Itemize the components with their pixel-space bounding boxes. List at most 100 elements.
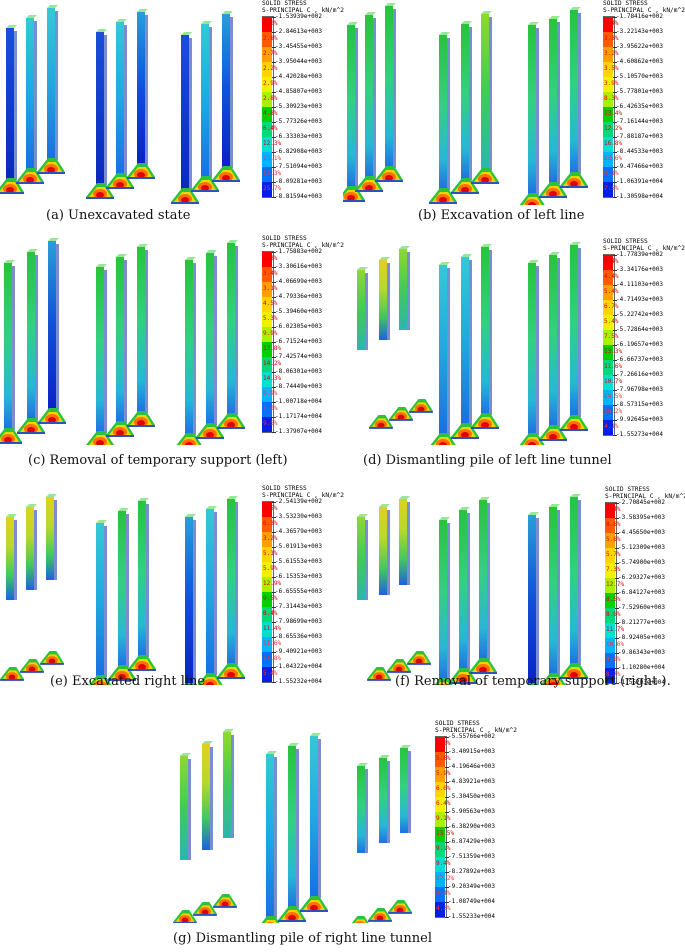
legend-tick bbox=[272, 282, 276, 283]
legend-tick bbox=[615, 578, 619, 579]
legend-percent: 12.3% bbox=[263, 140, 282, 147]
stress-contour-scene bbox=[0, 238, 245, 445]
legend-value: -6.65555e+003 bbox=[275, 588, 322, 595]
legend-value: -1.00718e+004 bbox=[275, 398, 322, 405]
legend-color-band bbox=[262, 137, 272, 152]
legend-tick bbox=[272, 17, 276, 18]
pile-footing bbox=[471, 413, 499, 429]
legend-tick bbox=[445, 917, 449, 918]
legend-color-band bbox=[435, 782, 445, 797]
pile-column bbox=[201, 21, 212, 178]
legend-tick bbox=[613, 360, 617, 361]
pile-footing bbox=[261, 916, 280, 923]
legend-tick bbox=[615, 668, 619, 669]
legend-tick bbox=[613, 47, 617, 48]
legend-percent: 4.3% bbox=[436, 905, 451, 912]
legend-color-band bbox=[605, 608, 615, 623]
legend-tick bbox=[613, 315, 617, 316]
legend-value: -4.85807e+003 bbox=[275, 88, 322, 95]
legend-percent: 9.1% bbox=[436, 815, 451, 822]
legend-percent: 5.3% bbox=[263, 255, 278, 262]
legend-tick bbox=[445, 752, 449, 753]
panel-g: SOLID STRESS S-PRINCIPAL C , kN/m^2 7.2% 5.… bbox=[170, 718, 685, 952]
legend-color-band bbox=[435, 827, 445, 842]
pile-column bbox=[6, 25, 17, 180]
pile-footing bbox=[17, 418, 45, 434]
caption: (g) Dismantling pile of right line tunne… bbox=[173, 931, 433, 946]
caption: (f) Removal of temporary support (right … bbox=[395, 674, 671, 689]
legend-color-band bbox=[603, 255, 613, 270]
legend-percent: 3.4% bbox=[263, 270, 278, 277]
legend-percent: 6.0% bbox=[436, 785, 451, 792]
pile-footing bbox=[196, 423, 224, 439]
stress-contour-scene bbox=[173, 729, 412, 923]
legend-tick bbox=[613, 17, 617, 18]
legend-tick bbox=[272, 502, 276, 503]
legend-color-band bbox=[435, 737, 445, 752]
legend-color-band bbox=[435, 902, 445, 917]
legend-color-band bbox=[605, 548, 615, 563]
legend-value: -6.33303e+003 bbox=[275, 133, 322, 140]
pile-column bbox=[549, 16, 560, 184]
legend-percent: 10.2% bbox=[604, 408, 623, 415]
legend-tick bbox=[613, 255, 617, 256]
legend-value: -1.75883e+002 bbox=[275, 248, 322, 255]
pile-column bbox=[459, 507, 470, 670]
pile-column bbox=[379, 257, 390, 340]
legend-percent: 5.9% bbox=[436, 770, 451, 777]
legend-percent: 9.4% bbox=[436, 890, 451, 897]
caption: (a) Unexcavated state bbox=[46, 208, 191, 223]
legend-value: -6.87429e+003 bbox=[448, 838, 495, 845]
legend-tick bbox=[445, 887, 449, 888]
legend-subtitle: S-PRINCIPAL C , kN/m^2 bbox=[262, 242, 344, 249]
stress-contour-scene bbox=[357, 242, 588, 445]
legend-percent: 9.1% bbox=[436, 845, 451, 852]
pile-footing bbox=[351, 916, 369, 923]
legend-percent: 6.4% bbox=[436, 800, 451, 807]
legend-percent: 2.2% bbox=[263, 65, 278, 72]
legend-tick bbox=[445, 842, 449, 843]
legend-percent: 5.4% bbox=[604, 20, 619, 27]
pile-column bbox=[288, 743, 299, 908]
legend-tick bbox=[272, 167, 276, 168]
legend-tick bbox=[272, 297, 276, 298]
legend-tick bbox=[272, 312, 276, 313]
legend-tick bbox=[613, 375, 617, 376]
legend-value: -5.01913e+003 bbox=[275, 543, 322, 550]
legend-percent: 14.5% bbox=[604, 393, 623, 400]
legend-value: -1.06391e+004 bbox=[616, 178, 663, 185]
legend-percent: 5.5% bbox=[263, 505, 278, 512]
legend-value: -5.30923e+003 bbox=[275, 103, 322, 110]
legend-value: -4.36579e+003 bbox=[275, 528, 322, 535]
legend-value: -9.20349e+003 bbox=[448, 883, 495, 890]
legend-color-band bbox=[603, 77, 613, 92]
legend-color-band bbox=[262, 47, 272, 62]
pile-column bbox=[379, 755, 390, 843]
legend-tick bbox=[272, 32, 276, 33]
pile-column bbox=[181, 32, 192, 190]
legend-value: -1.10280e+004 bbox=[618, 664, 665, 671]
legend-value: -5.61553e+003 bbox=[275, 558, 322, 565]
pile-column bbox=[47, 5, 58, 160]
legend-value: -3.95622e+003 bbox=[616, 43, 663, 50]
legend-percent: 8.8% bbox=[606, 521, 621, 528]
legend-color-band bbox=[262, 297, 272, 312]
legend-value: -7.42574e+003 bbox=[275, 353, 322, 360]
legend-percent: 9.5% bbox=[263, 420, 278, 427]
legend-tick bbox=[272, 562, 276, 563]
stress-contour-scene bbox=[357, 494, 588, 685]
legend-percent: 11.7% bbox=[606, 626, 625, 633]
pile-footing bbox=[176, 433, 202, 445]
panel-f: SOLID STRESS S-PRINCIPAL C , kN/m^2 5.4% 8.… bbox=[343, 485, 685, 700]
legend-color-band bbox=[603, 345, 613, 360]
pile-footing bbox=[106, 173, 134, 189]
legend-value: -3.58395e+003 bbox=[618, 514, 665, 521]
legend-color-band bbox=[262, 607, 272, 622]
legend-color-band bbox=[435, 767, 445, 782]
pile-column bbox=[549, 252, 560, 427]
legend-color-band bbox=[603, 270, 613, 285]
legend-percent: 3.2% bbox=[604, 50, 619, 57]
legend-value: -3.45455e+003 bbox=[275, 43, 322, 50]
legend-percent: 9.8% bbox=[606, 656, 621, 663]
legend-value: -5.12309e+003 bbox=[618, 544, 665, 551]
